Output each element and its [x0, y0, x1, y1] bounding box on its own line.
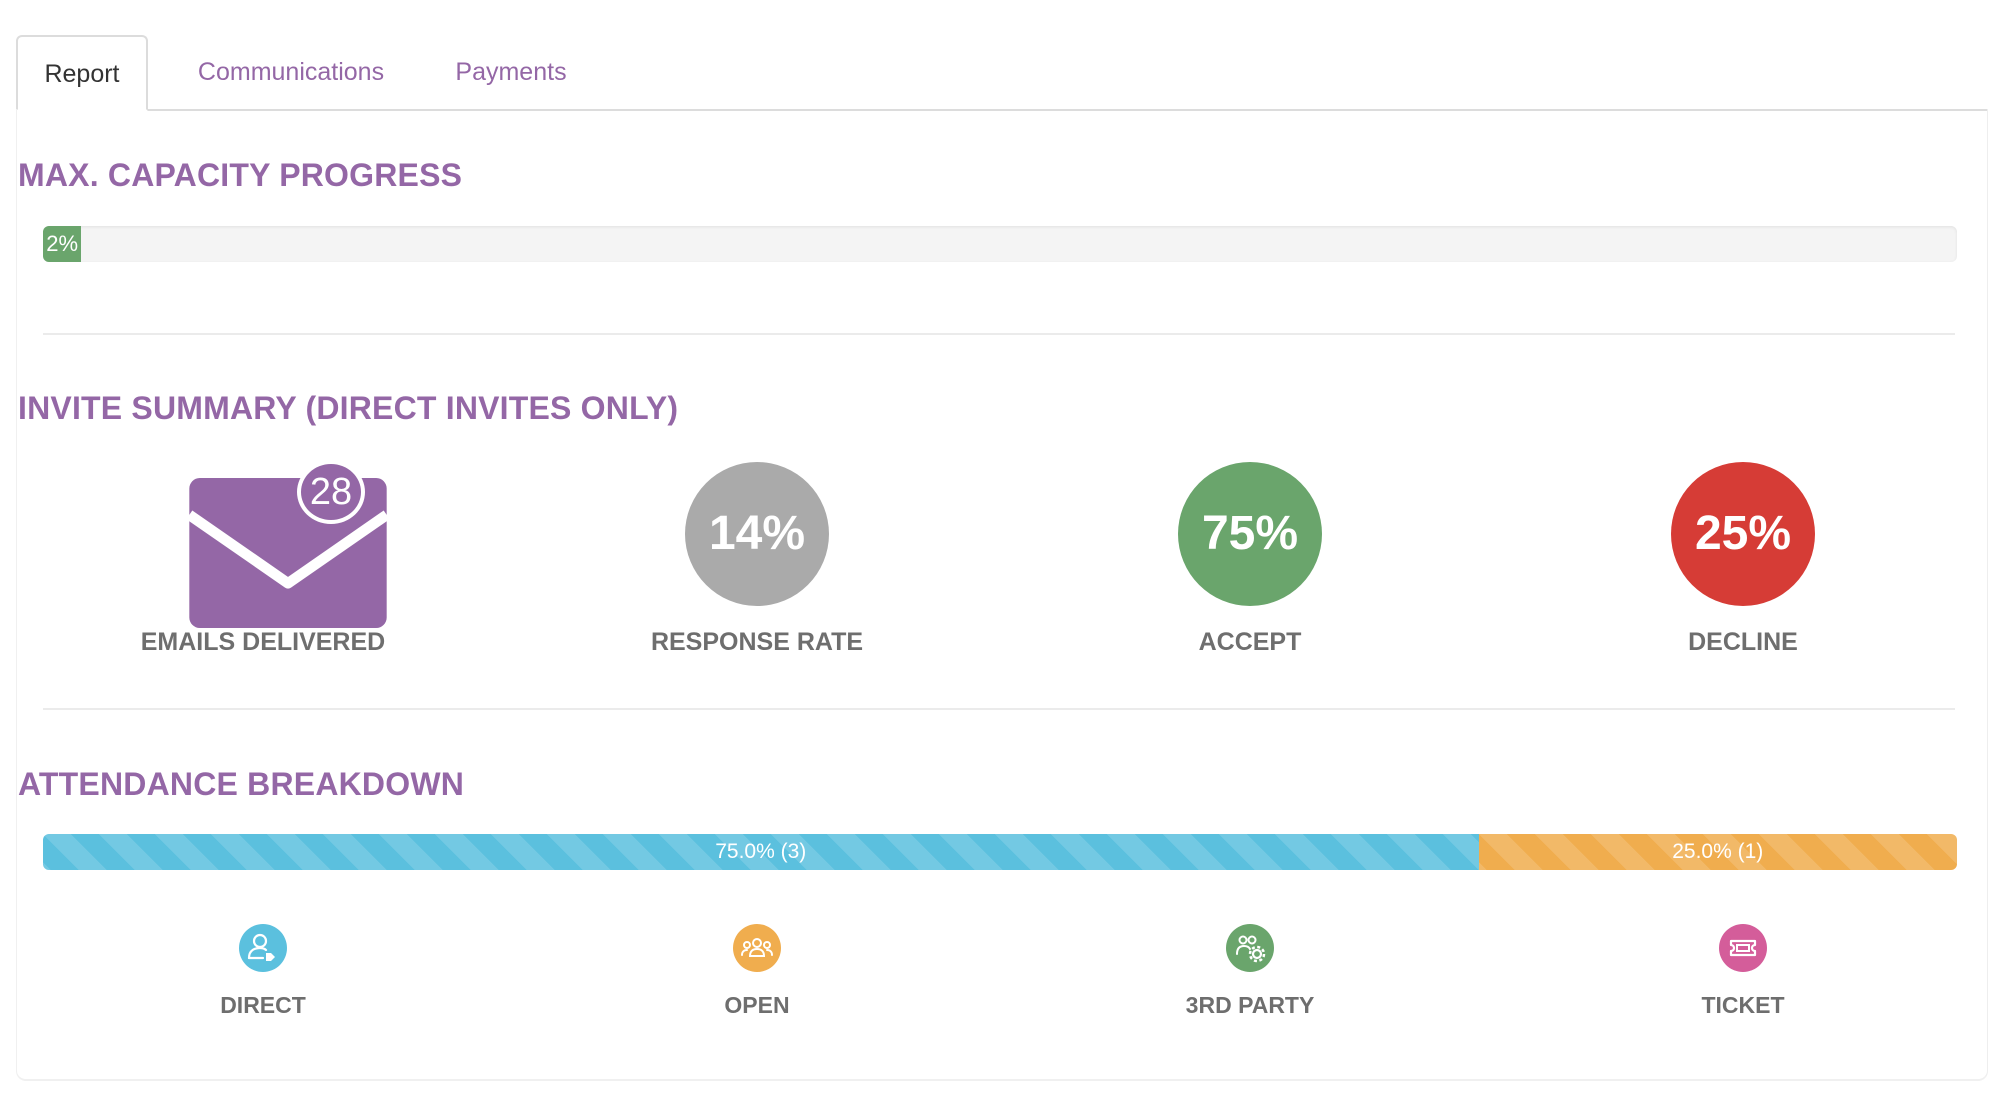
tab-payments[interactable]: Payments — [455, 58, 567, 86]
emails-delivered-label: EMAILS DELIVERED — [140, 628, 386, 656]
users-gear-icon — [1226, 924, 1274, 972]
accept-circle: 75% — [1178, 462, 1322, 606]
legend-3rd-party: 3RD PARTY — [1070, 924, 1430, 1024]
section-divider — [43, 333, 1955, 335]
response-rate-label: RESPONSE RATE — [650, 628, 864, 656]
attendance-segment-direct: 75.0% (3) — [43, 834, 1479, 870]
response-rate-circle: 14% — [685, 462, 829, 606]
legend-direct-label: DIRECT — [220, 992, 306, 1018]
capacity-progress-fill: 2% — [43, 226, 82, 262]
tab-bar: Report Communications Payments — [16, 35, 1988, 111]
capacity-progress-bar: 2% — [43, 226, 1957, 262]
decline-stat: 25% DECLINE — [1563, 458, 1923, 668]
legend-3rd-party-label: 3RD PARTY — [1185, 992, 1315, 1018]
tab-report[interactable]: Report — [16, 35, 148, 111]
decline-circle: 25% — [1671, 462, 1815, 606]
section-divider — [43, 708, 1955, 710]
accept-label: ACCEPT — [1198, 628, 1302, 656]
attendance-title: ATTENDANCE BREAKDOWN — [18, 766, 465, 802]
legend-open-label: OPEN — [724, 992, 790, 1018]
legend-ticket: TICKET — [1563, 924, 1923, 1024]
legend-direct: DIRECT — [83, 924, 443, 1024]
invite-summary-title: INVITE SUMMARY (DIRECT INVITES ONLY) — [18, 390, 679, 426]
decline-label: DECLINE — [1688, 628, 1798, 656]
emails-count-badge: 28 — [297, 460, 365, 524]
attendance-stacked-bar: 75.0% (3) 25.0% (1) — [43, 834, 1957, 870]
legend-ticket-label: TICKET — [1701, 992, 1785, 1018]
legend-open: OPEN — [577, 924, 937, 1024]
response-rate-stat: 14% RESPONSE RATE — [577, 458, 937, 668]
emails-delivered-stat: EMAILS DELIVERED — [83, 458, 443, 668]
attendance-segment-ticket: 25.0% (1) — [1478, 834, 1957, 870]
group-icon — [733, 924, 781, 972]
tab-communications[interactable]: Communications — [197, 58, 385, 86]
user-tag-icon — [239, 924, 287, 972]
report-panel — [16, 109, 1988, 1081]
accept-stat: 75% ACCEPT — [1070, 458, 1430, 668]
ticket-icon — [1719, 924, 1767, 972]
capacity-title: MAX. CAPACITY PROGRESS — [18, 157, 463, 193]
